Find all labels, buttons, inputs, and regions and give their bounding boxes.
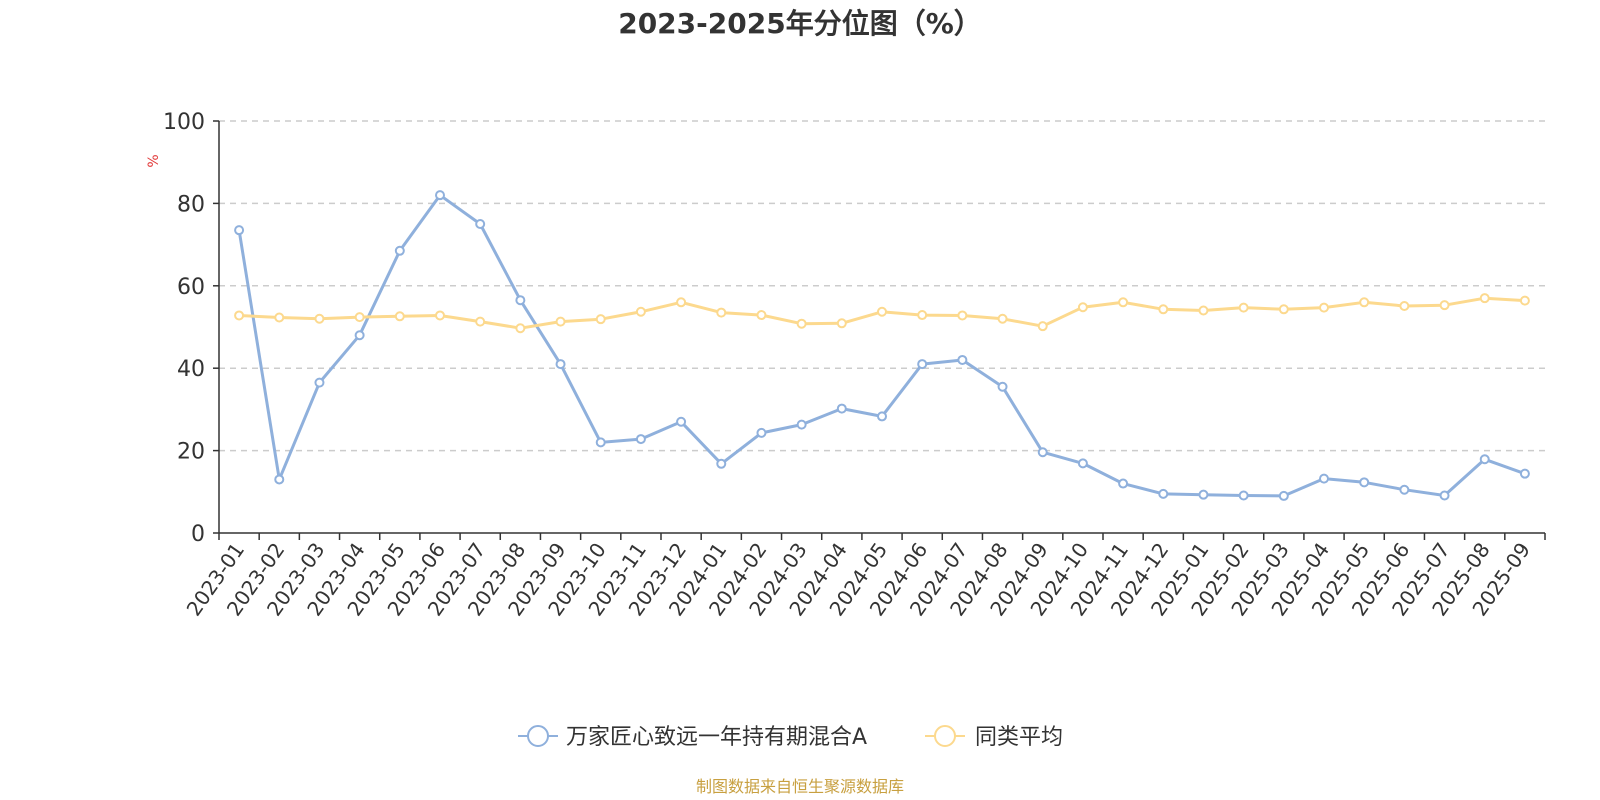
axes: 0204060801002023-012023-022023-032023-04… [163,110,1546,620]
data-point [716,458,727,469]
legend-item-series-2[interactable]: 同类平均 [925,725,1063,750]
data-point [1198,305,1209,316]
data-point [676,416,687,427]
legend-marker-series-1 [527,725,549,747]
y-tick-label: 80 [177,192,205,217]
data-point [1158,304,1169,315]
series-1 [234,190,1530,501]
grid-lines [219,120,1545,452]
data-point [1519,295,1530,306]
data-point [1399,300,1410,311]
data-point [314,377,325,388]
data-point [635,434,646,445]
data-point [1319,473,1329,484]
series-2 [234,293,1530,334]
data-point [475,219,486,229]
y-tick-label: 40 [177,357,205,382]
legend[interactable]: 万家匠心致远一年持有期混合A 同类平均 [518,725,1063,750]
data-point [1278,490,1289,501]
data-point [354,330,365,341]
data-point [1479,293,1490,304]
data-point [836,403,847,414]
y-tick-label: 20 [177,440,205,465]
data-point [1439,300,1450,311]
legend-label-series-2: 同类平均 [975,725,1063,750]
data-point [997,381,1008,392]
data-point [1118,478,1129,489]
data-point [394,245,405,256]
data-point [1037,447,1048,458]
data-point [435,310,445,321]
source-note: 制图数据来自恒生聚源数据库 [696,777,904,796]
data-point [595,314,606,325]
data-point [796,318,807,329]
data-point [957,310,968,321]
y-axis-unit-label: % [146,154,162,167]
data-point [1238,490,1249,501]
data-point [555,316,566,327]
data-point [1399,484,1410,495]
data-point [917,310,928,321]
data-point [1319,302,1329,313]
legend-marker-series-2 [934,725,956,747]
data-point [394,311,405,322]
data-point [997,313,1008,324]
data-point [877,411,887,422]
data-point [1238,302,1249,313]
data-point [234,310,245,321]
data-point [1359,297,1370,308]
y-tick-label: 100 [163,110,205,135]
data-point [595,437,606,448]
data-point [676,297,687,308]
data-point [716,307,727,318]
chart-title: 2023-2025年分位图（%） [618,7,982,40]
data-point [1077,302,1088,313]
data-point [756,427,767,438]
data-point [756,310,767,321]
data-point [635,306,646,317]
data-point [1278,304,1289,315]
data-point [917,359,928,370]
data-point [515,323,526,334]
data-point [475,316,486,327]
data-point [877,306,887,317]
data-point [1479,454,1490,465]
data-point [314,313,325,324]
data-point [796,419,807,430]
data-point [836,318,847,329]
legend-item-series-1[interactable]: 万家匠心致远一年持有期混合A [518,725,867,750]
data-point [354,312,365,323]
data-point [957,354,968,365]
data-point [1158,488,1169,499]
series-layer [234,190,1530,501]
data-point [1118,297,1129,308]
data-point [234,225,245,236]
data-point [274,312,285,323]
data-point [435,190,445,201]
data-point [1077,458,1088,469]
data-point [1037,321,1048,332]
data-point [1359,477,1370,488]
legend-label-series-1: 万家匠心致远一年持有期混合A [566,725,867,750]
data-point [1198,489,1209,500]
data-point [515,295,526,306]
y-tick-label: 0 [191,522,205,547]
data-point [555,359,566,370]
data-point [1439,490,1450,501]
data-point [274,474,285,485]
data-point [1519,468,1530,479]
y-tick-label: 60 [177,275,205,300]
